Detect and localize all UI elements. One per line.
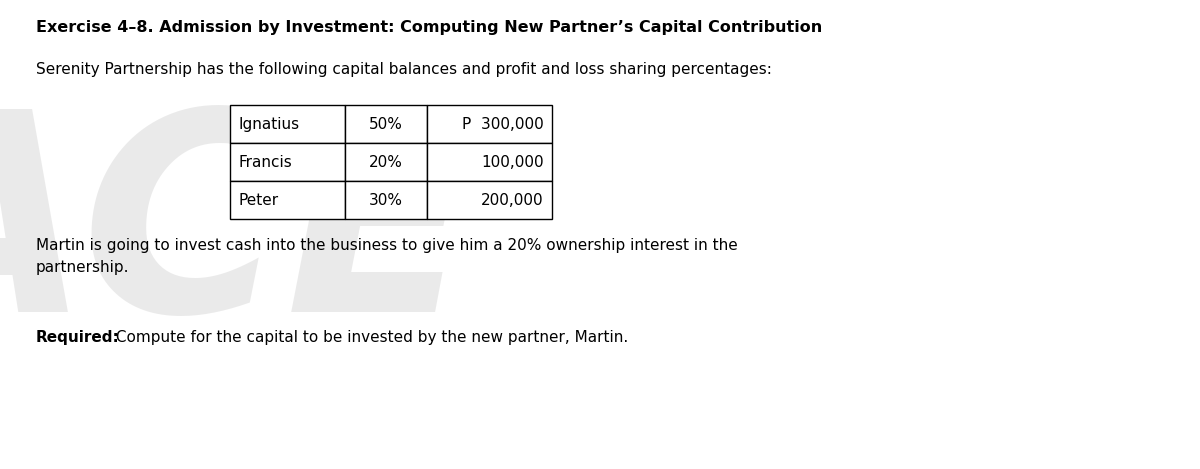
Bar: [427, 143, 552, 181]
Bar: [230, 105, 346, 143]
Bar: [346, 105, 427, 143]
Text: P  300,000: P 300,000: [462, 116, 544, 131]
Text: ACE: ACE: [0, 100, 475, 370]
Text: Peter: Peter: [238, 192, 278, 207]
Bar: [427, 105, 552, 143]
Text: 20%: 20%: [370, 154, 403, 169]
Text: 200,000: 200,000: [481, 192, 544, 207]
Bar: [427, 181, 552, 219]
Text: Serenity Partnership has the following capital balances and profit and loss shar: Serenity Partnership has the following c…: [36, 62, 772, 77]
Bar: [346, 181, 427, 219]
Text: partnership.: partnership.: [36, 260, 130, 275]
Bar: [346, 143, 427, 181]
Text: 30%: 30%: [370, 192, 403, 207]
Text: 100,000: 100,000: [481, 154, 544, 169]
Text: 50%: 50%: [370, 116, 403, 131]
Text: Required:: Required:: [36, 330, 120, 345]
Text: Exercise 4–8. Admission by Investment: Computing New Partner’s Capital Contribut: Exercise 4–8. Admission by Investment: C…: [36, 20, 822, 35]
Text: Ignatius: Ignatius: [238, 116, 299, 131]
Text: Martin is going to invest cash into the business to give him a 20% ownership int: Martin is going to invest cash into the …: [36, 238, 738, 253]
Bar: [230, 143, 346, 181]
Bar: [230, 181, 346, 219]
Text: Francis: Francis: [238, 154, 292, 169]
Text: Compute for the capital to be invested by the new partner, Martin.: Compute for the capital to be invested b…: [112, 330, 629, 345]
